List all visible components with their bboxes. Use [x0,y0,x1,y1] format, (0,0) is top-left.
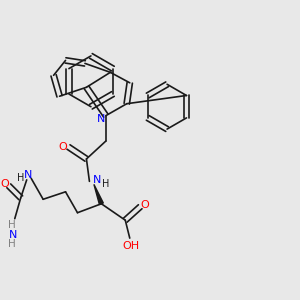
Text: H: H [8,239,16,249]
Text: N: N [97,114,106,124]
Text: N: N [24,170,32,180]
Text: N: N [9,230,17,240]
Text: H: H [102,179,110,189]
Text: N: N [93,175,101,185]
Text: H: H [17,173,24,183]
Text: O: O [58,142,67,152]
Text: O: O [0,179,9,189]
Polygon shape [94,184,103,205]
Text: H: H [8,220,16,230]
Text: OH: OH [123,241,140,250]
Text: O: O [140,200,149,210]
